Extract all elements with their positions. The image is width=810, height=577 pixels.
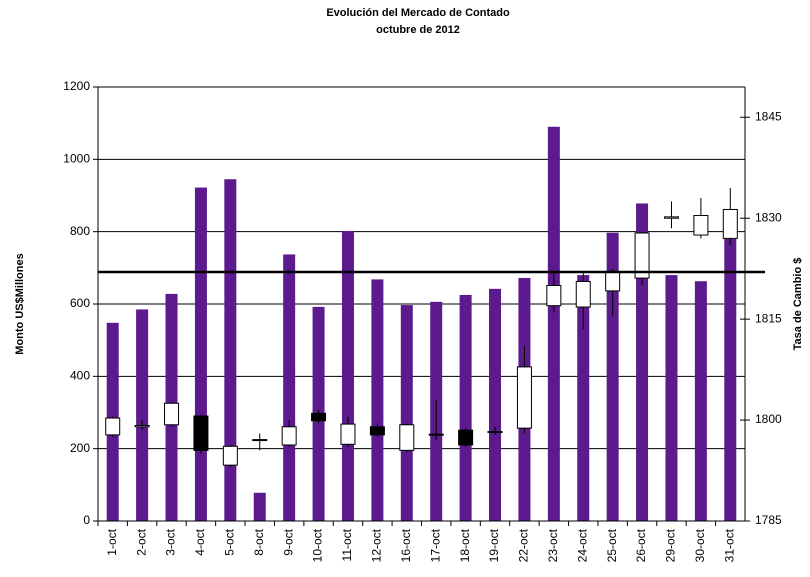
x-tick-label: 8-oct [252, 528, 266, 555]
x-tick-label: 26-oct [634, 528, 648, 562]
x-tick-label: 29-oct [664, 528, 678, 562]
y2-tick-label: 1815 [755, 311, 782, 325]
x-tick-label: 3-oct [164, 528, 178, 555]
x-tick-label: 18-oct [458, 528, 472, 562]
x-tick-label: 4-oct [193, 528, 207, 555]
bar [665, 275, 678, 521]
y2-axis-label: Tasa de Cambio $ [792, 258, 804, 351]
y2-tick-label: 1845 [755, 109, 782, 123]
bar [341, 230, 354, 521]
y2-tick-label: 1830 [755, 210, 782, 224]
bar [547, 126, 560, 522]
x-tick-label: 17-oct [428, 528, 442, 562]
y-tick-label: 1200 [63, 79, 90, 93]
candle-body [634, 232, 650, 279]
y-axis-label: Monto US$Millones [14, 253, 26, 354]
candle-body [693, 215, 709, 236]
x-tick-label: 25-oct [605, 528, 619, 562]
x-tick-label: 1-oct [105, 528, 119, 555]
bar [577, 275, 590, 521]
y-tick-label: 400 [70, 369, 90, 383]
y-tick-label: 200 [70, 441, 90, 455]
bar [459, 294, 472, 521]
x-tick-label: 22-oct [517, 528, 531, 562]
bar [489, 288, 502, 521]
x-tick-label: 11-oct [340, 528, 354, 561]
y-tick-label: 800 [70, 224, 90, 238]
x-tick-label: 12-oct [370, 528, 384, 562]
bar [371, 279, 384, 521]
candle-body [164, 402, 180, 426]
x-tick-label: 19-oct [487, 528, 501, 562]
candle-body [369, 426, 385, 436]
x-tick-label: 9-oct [281, 528, 295, 555]
candle-body [311, 412, 327, 422]
candle-body [428, 433, 444, 436]
x-tick-label: 10-oct [311, 528, 325, 562]
bar [694, 281, 707, 521]
candle-body [546, 284, 562, 307]
bar [400, 305, 413, 521]
candle-body [399, 424, 415, 451]
bar [606, 232, 619, 522]
candle-body [193, 415, 209, 451]
chart-title: Evolución del Mercado de Contado [326, 7, 510, 19]
x-tick-label: 2-oct [134, 528, 148, 555]
candle-body [105, 417, 121, 436]
candle-body [575, 280, 591, 308]
x-tick-label: 30-oct [693, 528, 707, 562]
x-tick-label: 31-oct [722, 528, 736, 562]
y-tick-label: 1000 [63, 152, 90, 166]
y2-tick-label: 1800 [755, 412, 782, 426]
y-tick-label: 600 [70, 296, 90, 310]
x-tick-label: 23-oct [546, 528, 560, 562]
candle-body [722, 208, 738, 239]
candle-body [134, 424, 150, 428]
candle-body [458, 429, 474, 446]
bar [283, 254, 296, 521]
candle-body [663, 216, 679, 219]
y-tick-label: 0 [83, 513, 90, 527]
candle-body [281, 426, 297, 446]
candle-body [487, 431, 503, 434]
bar [724, 238, 737, 521]
bar [253, 492, 266, 521]
x-tick-label: 16-oct [399, 528, 413, 562]
candle-body [252, 439, 268, 442]
candle-body [340, 423, 356, 445]
x-tick-label: 5-oct [223, 528, 237, 555]
candle-body [516, 366, 532, 429]
bar [636, 203, 649, 521]
bar [136, 309, 149, 521]
bar [224, 179, 237, 521]
y2-tick-label: 1785 [755, 513, 782, 527]
x-tick-label: 24-oct [575, 528, 589, 562]
chart-subtitle: octubre de 2012 [376, 24, 460, 36]
bar [194, 187, 207, 521]
candle-body [605, 270, 621, 292]
candle-body [222, 445, 238, 466]
